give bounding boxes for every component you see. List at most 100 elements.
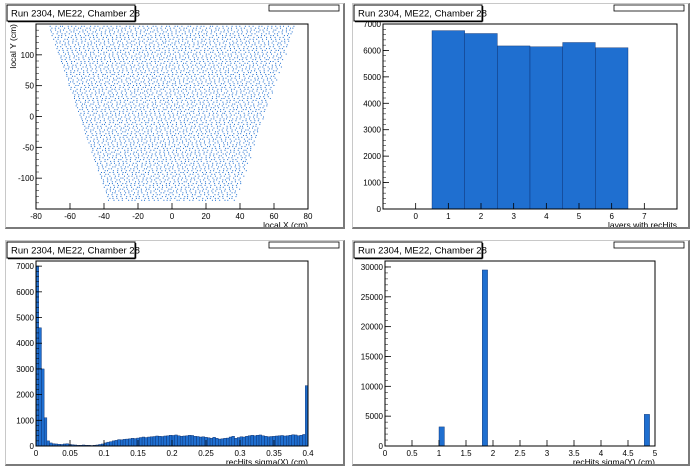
scatter-point	[250, 72, 252, 74]
scatter-point	[109, 94, 111, 96]
scatter-point	[160, 53, 161, 55]
histogram-bar	[529, 46, 563, 210]
scatter-point	[128, 118, 130, 120]
scatter-point	[268, 44, 270, 46]
scatter-point	[250, 35, 252, 37]
scatter-point	[91, 151, 93, 153]
scatter-point	[122, 57, 124, 59]
scatter-point	[98, 107, 100, 109]
scatter-point	[210, 151, 212, 153]
scatter-point	[150, 175, 152, 177]
scatter-point	[111, 29, 113, 31]
scatter-point	[68, 79, 69, 81]
scatter-point	[89, 105, 91, 107]
scatter-point	[258, 27, 260, 29]
scatter-point	[219, 103, 220, 105]
scatter-point	[199, 153, 201, 155]
scatter-point	[105, 70, 107, 72]
scatter-point	[263, 42, 265, 44]
scatter-point	[200, 144, 202, 146]
scatter-point	[163, 151, 165, 153]
scatter-point	[87, 101, 89, 103]
scatter-point	[113, 120, 115, 122]
scatter-point	[167, 75, 169, 77]
scatter-point	[163, 36, 165, 38]
scatter-point	[229, 101, 231, 103]
scatter-point	[167, 55, 168, 57]
scatter-point	[135, 68, 137, 70]
scatter-point	[118, 118, 120, 120]
scatter-point	[148, 79, 150, 81]
histogram-bar	[275, 435, 279, 447]
scatter-point	[126, 184, 128, 186]
scatter-point	[259, 96, 261, 98]
scatter-point	[247, 86, 249, 88]
scatter-point	[279, 25, 281, 27]
scatter-point	[253, 92, 255, 94]
scatter-point	[177, 181, 179, 183]
scatter-point	[257, 105, 259, 107]
scatter-point	[216, 33, 217, 35]
scatter-point	[145, 46, 147, 48]
scatter-point	[68, 33, 70, 35]
scatter-point	[192, 38, 193, 40]
scatter-point	[55, 25, 57, 27]
y-tick-label: 5000	[363, 73, 381, 82]
scatter-point	[196, 160, 198, 162]
scatter-point	[114, 59, 115, 61]
scatter-point	[95, 66, 97, 68]
scatter-point	[151, 155, 153, 157]
scatter-point	[248, 112, 250, 114]
scatter-point	[161, 103, 163, 105]
scatter-point	[113, 199, 115, 201]
scatter-point	[156, 75, 158, 77]
scatter-point	[236, 144, 237, 146]
scatter-point	[237, 133, 239, 135]
scatter-point	[147, 92, 149, 94]
scatter-point	[190, 181, 192, 183]
scatter-point	[160, 27, 162, 29]
scatter-point	[160, 79, 162, 81]
scatter-point	[183, 62, 184, 64]
scatter-point	[73, 27, 75, 29]
scatter-point	[185, 160, 186, 162]
scatter-point	[152, 92, 154, 94]
scatter-point	[178, 38, 180, 40]
scatter-point	[171, 85, 173, 86]
scatter-point	[176, 36, 178, 38]
scatter-point	[230, 48, 231, 50]
scatter-point	[202, 127, 204, 129]
scatter-point	[101, 35, 102, 37]
scatter-point	[245, 109, 247, 111]
scatter-point	[199, 72, 201, 74]
scatter-point	[231, 157, 233, 159]
scatter-point	[136, 98, 138, 99]
scatter-point	[118, 164, 120, 166]
scatter-point	[100, 42, 102, 44]
scatter-point	[174, 144, 176, 146]
scatter-point	[120, 159, 122, 161]
scatter-point	[199, 196, 201, 198]
scatter-point	[142, 184, 144, 186]
scatter-point	[100, 120, 101, 122]
scatter-point	[272, 81, 274, 83]
scatter-point	[111, 181, 113, 183]
scatter-point	[224, 48, 226, 50]
scatter-point	[150, 164, 152, 166]
scatter-point	[139, 44, 140, 46]
scatter-point	[281, 33, 283, 35]
scatter-point	[229, 42, 231, 44]
scatter-point	[134, 116, 136, 118]
scatter-point	[188, 98, 190, 99]
scatter-point	[119, 35, 121, 37]
scatter-point	[204, 74, 206, 75]
y-tick-label: 0	[30, 442, 35, 451]
scatter-point	[200, 118, 202, 120]
scatter-point	[196, 25, 198, 27]
scatter-point	[240, 183, 242, 185]
scatter-point	[81, 68, 82, 70]
scatter-point	[206, 110, 208, 112]
scatter-point	[113, 57, 115, 59]
scatter-point	[110, 75, 112, 77]
scatter-point	[90, 129, 92, 131]
